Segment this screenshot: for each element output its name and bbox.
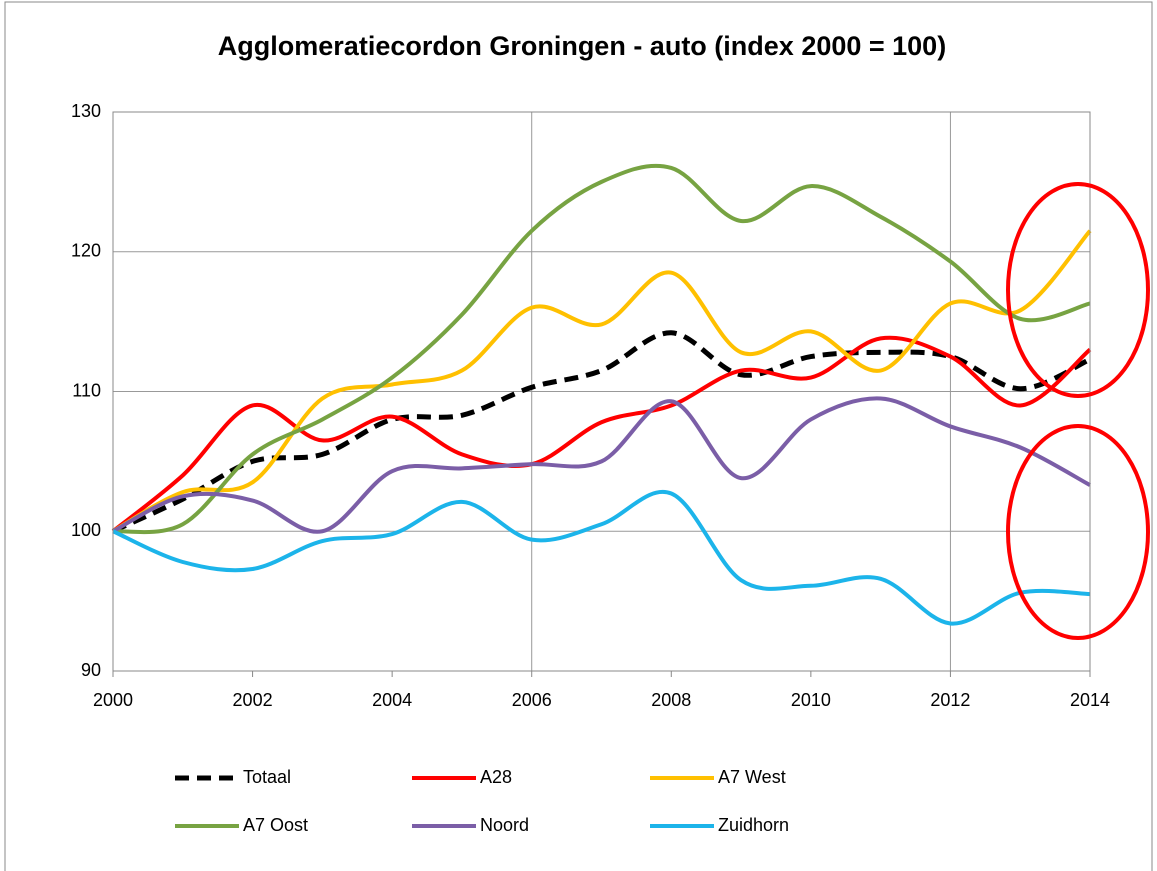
highlight-ellipse bbox=[1006, 424, 1150, 640]
legend-label: Noord bbox=[480, 815, 529, 835]
y-tick-label: 90 bbox=[81, 660, 101, 680]
legend-label: A7 Oost bbox=[243, 815, 308, 835]
chart-title: Agglomeratiecordon Groningen - auto (ind… bbox=[218, 31, 946, 61]
x-tick-label: 2002 bbox=[233, 690, 273, 710]
x-tick-label: 2008 bbox=[651, 690, 691, 710]
legend-label: Totaal bbox=[243, 767, 291, 787]
series-line bbox=[112, 396, 1091, 534]
x-tick-label: 2010 bbox=[791, 690, 831, 710]
legend-label: A7 West bbox=[718, 767, 786, 787]
x-tick-label: 2004 bbox=[372, 690, 412, 710]
series-line bbox=[112, 229, 1092, 533]
highlight-ellipse bbox=[1006, 182, 1150, 398]
x-tick-label: 2006 bbox=[512, 690, 552, 710]
legend-label: A28 bbox=[480, 767, 512, 787]
plot-frame bbox=[112, 111, 1091, 672]
x-tick-label: 2012 bbox=[930, 690, 970, 710]
y-tick-label: 110 bbox=[72, 380, 101, 400]
chart-frame bbox=[4, 1, 1153, 871]
series-line bbox=[112, 163, 1091, 535]
x-tick-label: 2000 bbox=[93, 690, 133, 710]
y-tick-label: 120 bbox=[71, 241, 101, 261]
x-tick-label: 2014 bbox=[1070, 690, 1110, 710]
series-line bbox=[112, 489, 1091, 626]
y-tick-label: 130 bbox=[71, 101, 101, 121]
legend-label: Zuidhorn bbox=[718, 815, 789, 835]
series-line bbox=[111, 335, 1092, 533]
y-tick-label: 100 bbox=[71, 520, 101, 540]
